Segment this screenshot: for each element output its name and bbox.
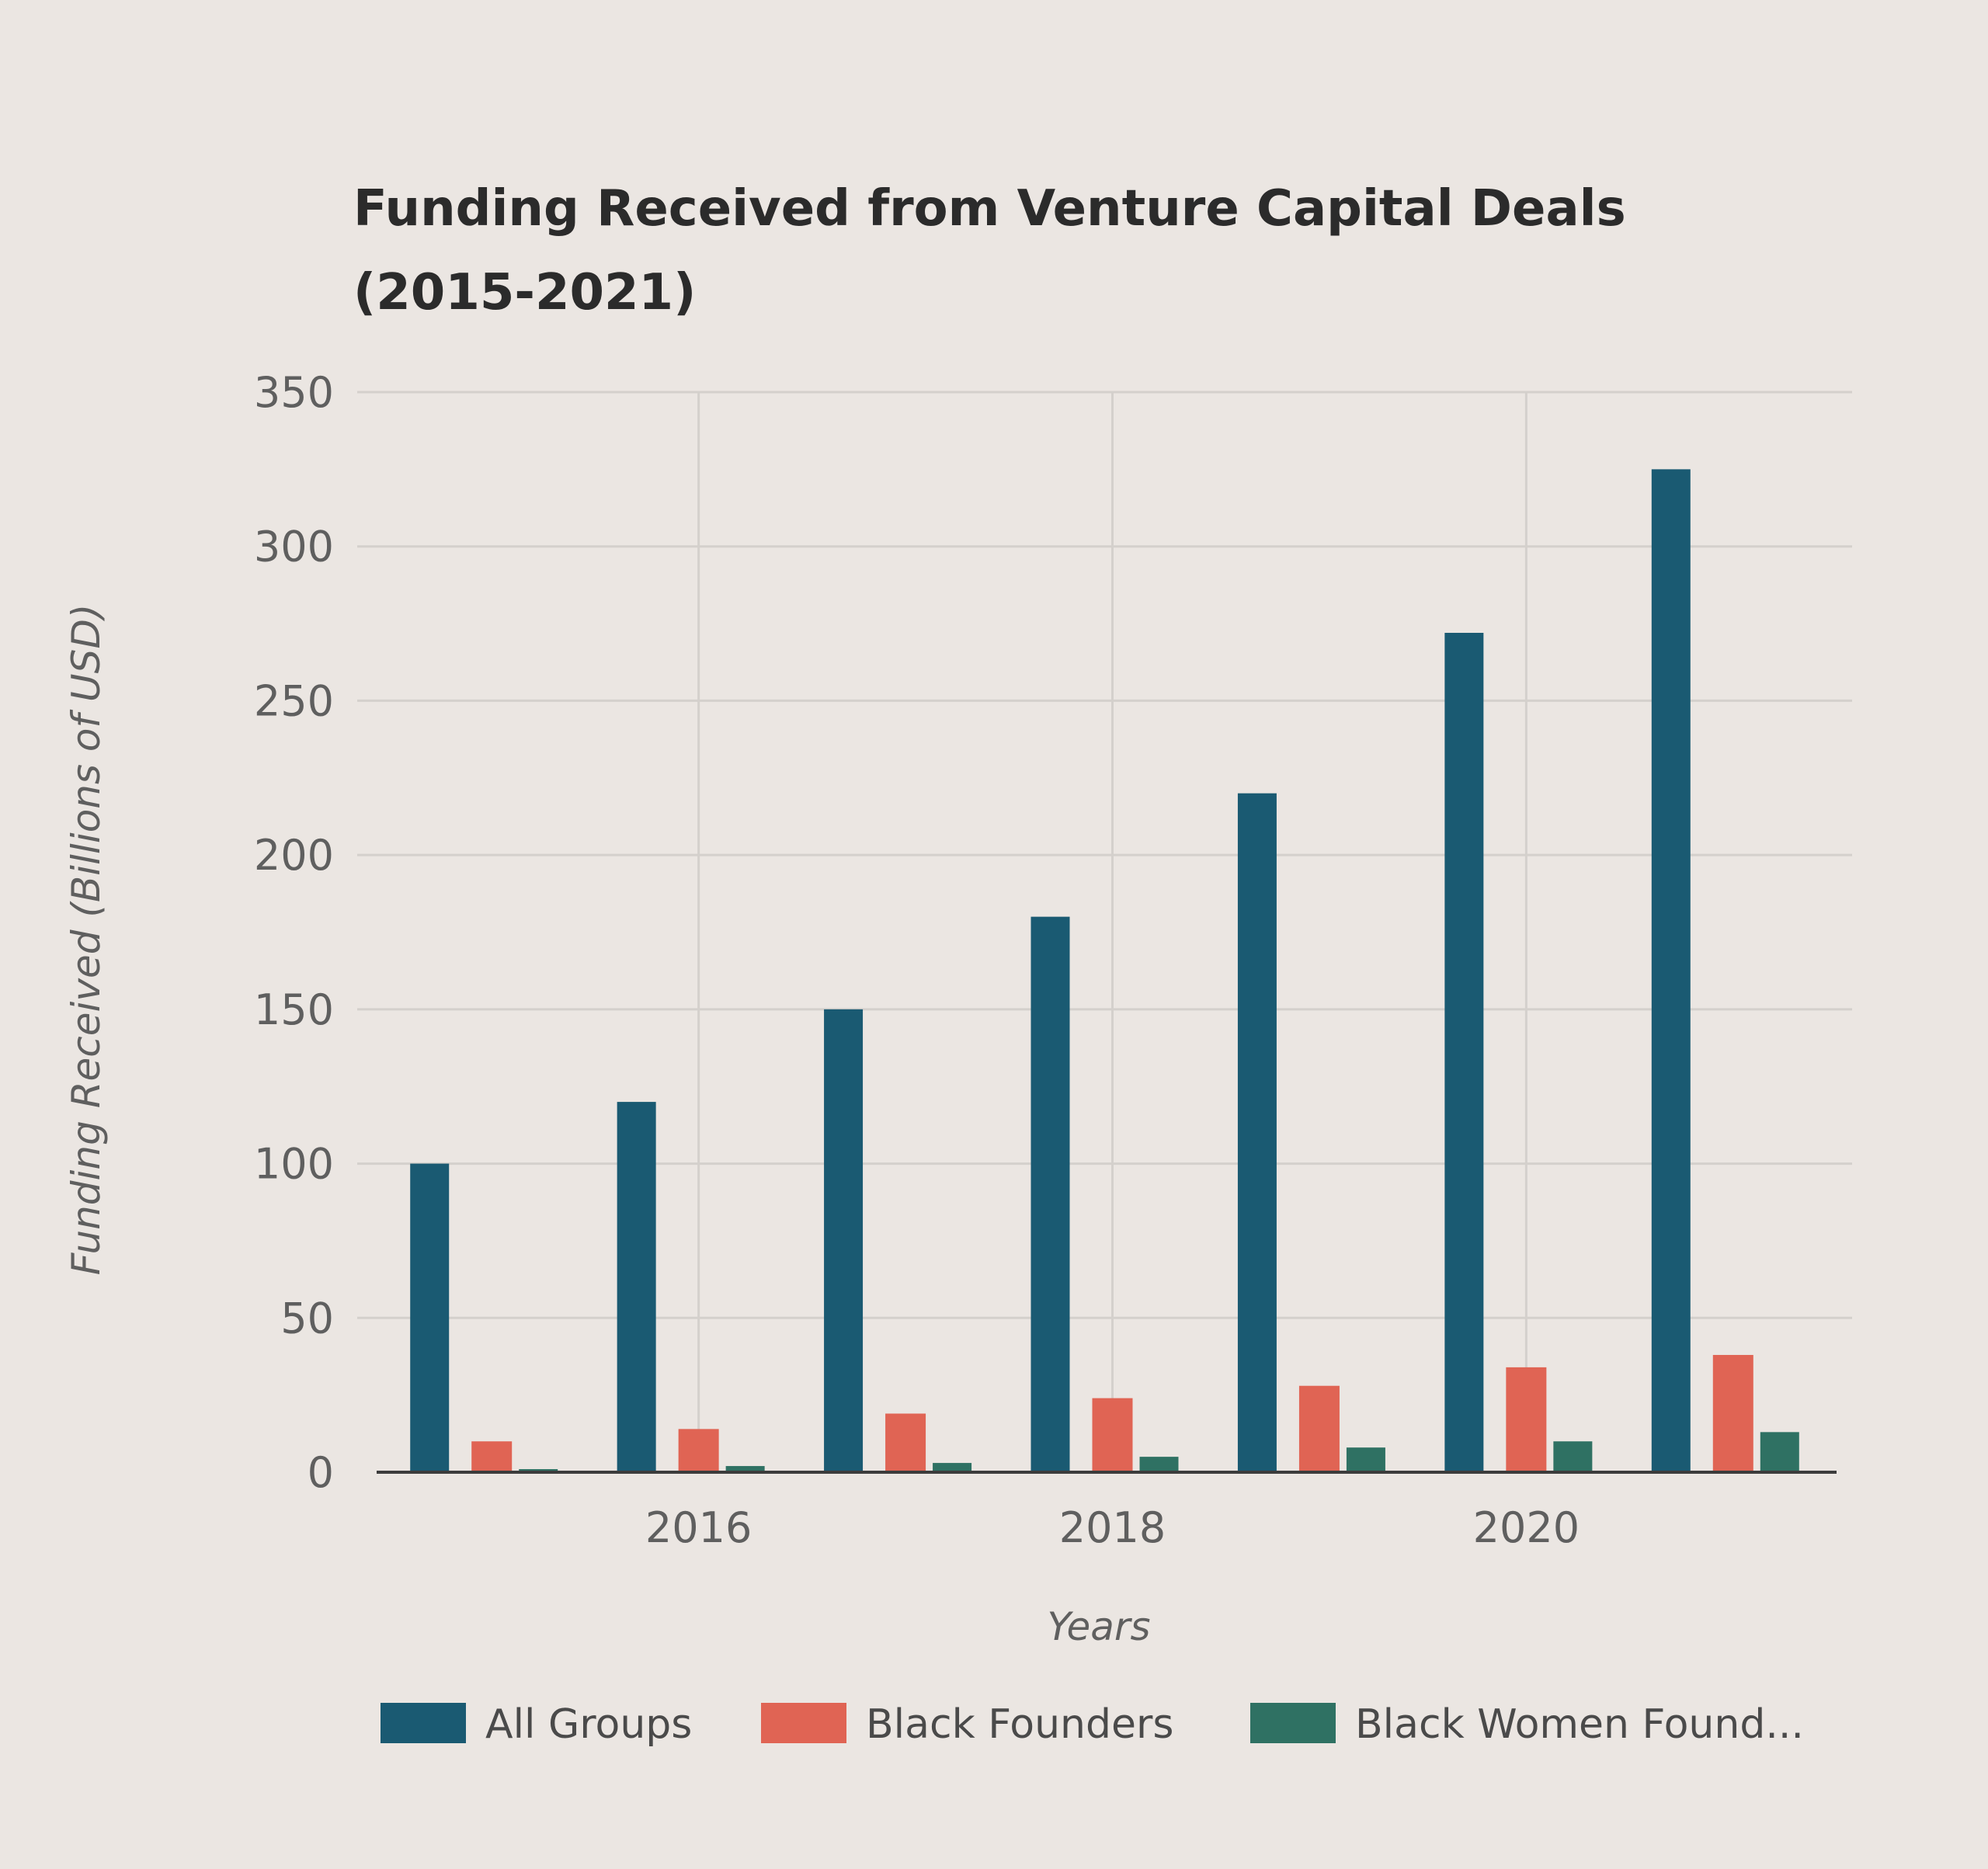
x-tick-label: 2018 xyxy=(1059,1503,1166,1552)
bar xyxy=(1712,1354,1753,1472)
bar xyxy=(1760,1432,1799,1472)
bar xyxy=(1139,1457,1179,1472)
legend-label: Black Founders xyxy=(866,1701,1173,1748)
y-tick-label: 100 xyxy=(254,1140,334,1189)
chart-title: Funding Received from Venture Capital De… xyxy=(353,180,1626,321)
bar xyxy=(410,1163,450,1472)
y-tick-label: 350 xyxy=(254,368,334,417)
bar xyxy=(1506,1367,1547,1472)
y-tick-label: 150 xyxy=(254,985,334,1034)
bar xyxy=(725,1466,765,1472)
x-axis-title: Years xyxy=(1047,1604,1150,1649)
legend: All Groups Black Founders Black Women Foun… xyxy=(381,1701,1804,1748)
chart-title-line-2: (2015-2021) xyxy=(353,264,696,321)
legend-swatch xyxy=(761,1703,846,1743)
legend-swatch xyxy=(381,1703,466,1743)
x-tick-label: 2020 xyxy=(1473,1503,1580,1552)
bar xyxy=(1651,469,1691,1472)
y-axis-title: Funding Received (Billions of USD) xyxy=(64,604,109,1276)
x-axis-ticks: 2016 2018 2020 xyxy=(645,1503,1580,1552)
bar xyxy=(1237,793,1277,1472)
bar xyxy=(617,1102,656,1472)
bar xyxy=(1553,1441,1593,1472)
y-axis-ticks: 0 50 100 150 200 250 300 350 xyxy=(254,368,334,1497)
bar xyxy=(885,1413,926,1472)
bar xyxy=(1444,632,1484,1472)
bars xyxy=(410,469,1799,1472)
y-tick-label: 0 xyxy=(308,1448,334,1497)
legend-label: Black Women Found... xyxy=(1355,1701,1804,1748)
y-tick-label: 50 xyxy=(280,1294,334,1343)
chart-title-line-1: Funding Received from Venture Capital De… xyxy=(353,180,1626,238)
x-tick-label: 2016 xyxy=(645,1503,752,1552)
bar xyxy=(1092,1398,1133,1472)
bar xyxy=(933,1463,972,1472)
bar xyxy=(471,1441,513,1472)
y-tick-label: 300 xyxy=(254,523,334,571)
grid-lines xyxy=(357,391,1852,1472)
bar xyxy=(824,1009,864,1472)
bar xyxy=(678,1429,719,1472)
legend-swatch xyxy=(1250,1703,1336,1743)
bar xyxy=(1346,1447,1385,1472)
y-tick-label: 200 xyxy=(254,831,334,880)
legend-label: All Groups xyxy=(485,1701,692,1748)
y-tick-label: 250 xyxy=(254,676,334,725)
bar xyxy=(1298,1385,1340,1472)
bar xyxy=(1030,916,1070,1472)
